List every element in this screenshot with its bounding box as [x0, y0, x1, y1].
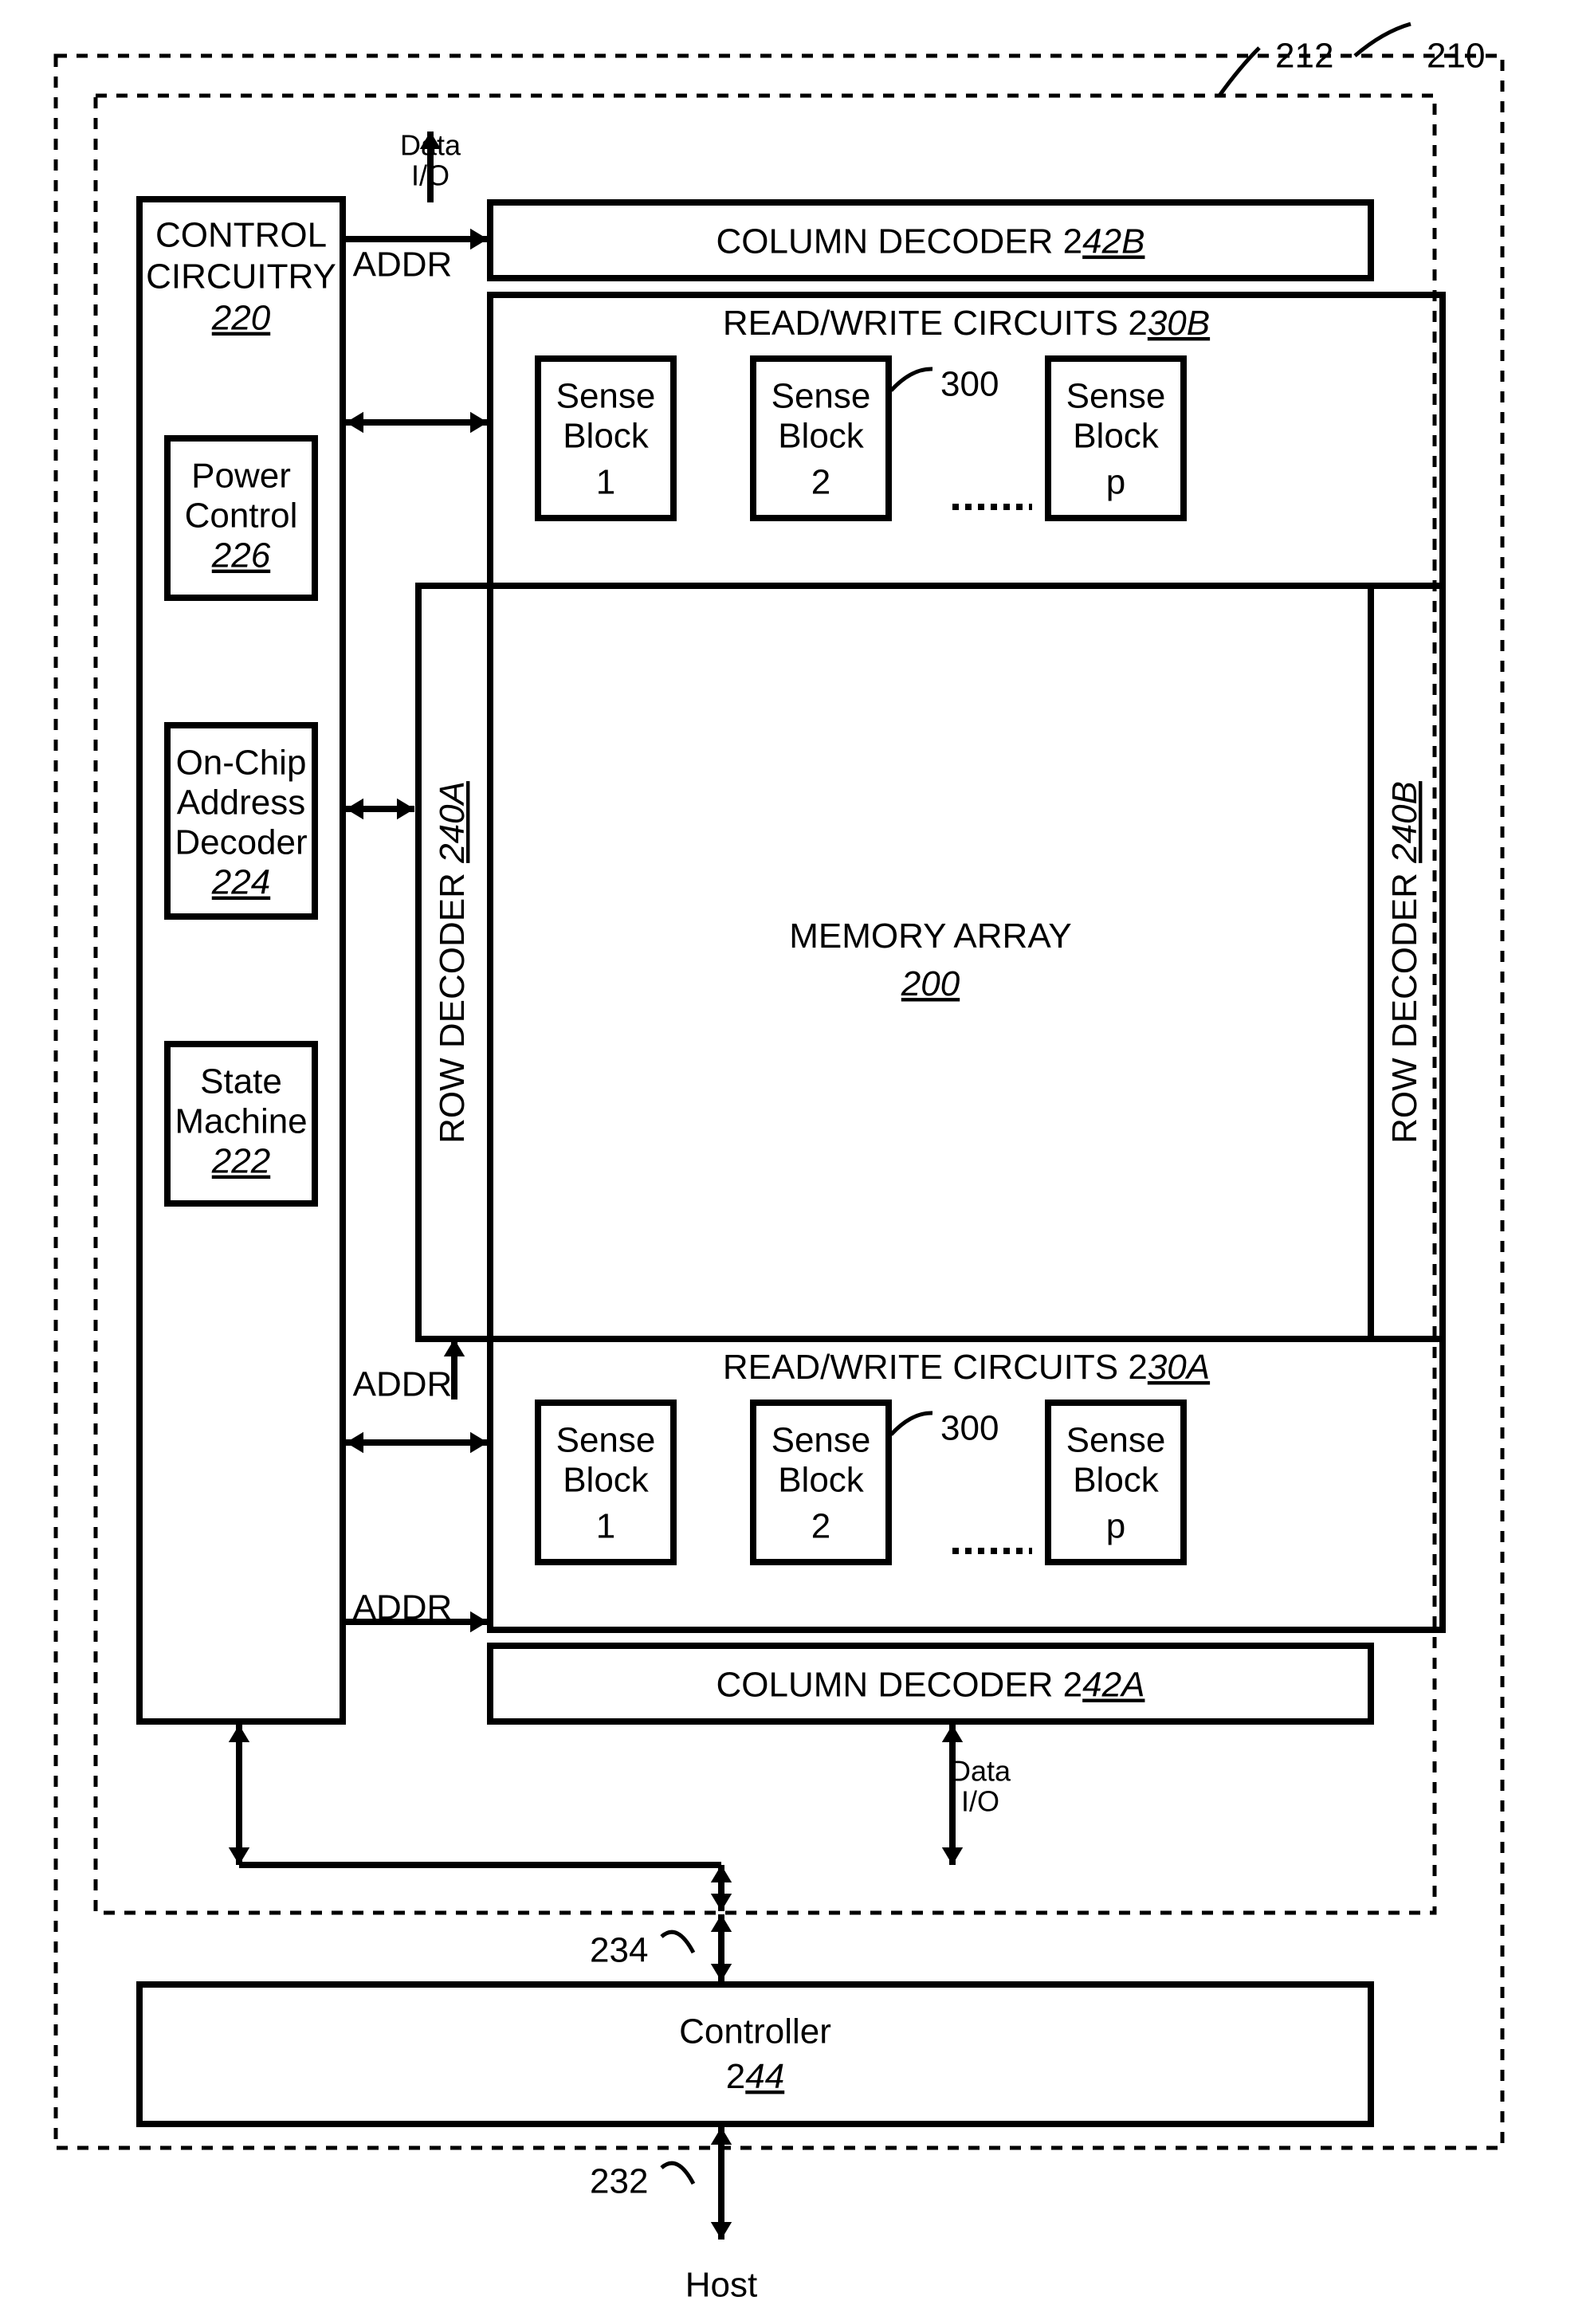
inner-chip-box	[96, 96, 1435, 1913]
svg-text:212: 212	[1275, 37, 1333, 76]
svg-text:Block: Block	[1073, 1461, 1160, 1500]
svg-text:Decoder: Decoder	[175, 823, 307, 862]
svg-text:Power: Power	[191, 457, 291, 496]
svg-text:Sense: Sense	[556, 1421, 656, 1460]
svg-text:COLUMN DECODER 242A: COLUMN DECODER 242A	[717, 1665, 1145, 1704]
control-circuitry-box	[139, 199, 343, 1721]
svg-text:234: 234	[590, 1931, 648, 1970]
svg-text:224: 224	[211, 863, 270, 902]
memory-system-diagram: 212210CONTROLCIRCUITRY220PowerControl226…	[0, 0, 1594, 2324]
svg-text:Block: Block	[563, 417, 650, 456]
svg-text:ADDR: ADDR	[353, 1365, 453, 1404]
svg-text:2: 2	[811, 463, 830, 502]
svg-text:Host: Host	[685, 2266, 757, 2305]
svg-text:Address: Address	[177, 783, 305, 822]
svg-text:I/O: I/O	[961, 1785, 999, 1818]
svg-text:CONTROL: CONTROL	[155, 216, 327, 255]
svg-text:1: 1	[596, 1507, 615, 1546]
svg-text:ADDR: ADDR	[353, 245, 453, 285]
svg-text:Machine: Machine	[175, 1102, 307, 1141]
svg-text:220: 220	[211, 299, 271, 338]
svg-text:Block: Block	[563, 1461, 650, 1500]
svg-text:Sense: Sense	[1066, 1421, 1166, 1460]
svg-text:Controller: Controller	[679, 2012, 831, 2051]
svg-text:210: 210	[1427, 37, 1485, 76]
svg-text:ROW DECODER 240A: ROW DECODER 240A	[433, 781, 472, 1144]
svg-text:Block: Block	[778, 417, 865, 456]
svg-text:On-Chip: On-Chip	[176, 744, 307, 783]
svg-text:ROW DECODER 240B: ROW DECODER 240B	[1385, 781, 1424, 1144]
svg-text:READ/WRITE CIRCUITS 230B: READ/WRITE CIRCUITS 230B	[723, 304, 1210, 343]
svg-text:Sense: Sense	[556, 377, 656, 416]
svg-text:2: 2	[811, 1507, 830, 1546]
svg-text:Sense: Sense	[771, 1421, 871, 1460]
svg-text:1: 1	[596, 463, 615, 502]
svg-text:222: 222	[211, 1142, 270, 1181]
svg-text:COLUMN DECODER 242B: COLUMN DECODER 242B	[717, 222, 1145, 261]
svg-text:Block: Block	[1073, 417, 1160, 456]
svg-text:READ/WRITE CIRCUITS 230A: READ/WRITE CIRCUITS 230A	[723, 1348, 1210, 1387]
memory-array	[490, 586, 1371, 1339]
svg-text:200: 200	[901, 964, 960, 1003]
svg-text:Sense: Sense	[1066, 377, 1166, 416]
svg-text:Sense: Sense	[771, 377, 871, 416]
svg-text:300: 300	[940, 365, 999, 404]
svg-text:Block: Block	[778, 1461, 865, 1500]
svg-text:p: p	[1106, 1507, 1125, 1546]
svg-text:232: 232	[590, 2162, 648, 2201]
svg-text:244: 244	[726, 2057, 784, 2096]
svg-text:MEMORY ARRAY: MEMORY ARRAY	[789, 917, 1072, 956]
svg-text:Data: Data	[950, 1755, 1011, 1788]
svg-text:State: State	[200, 1062, 282, 1101]
svg-text:300: 300	[940, 1409, 999, 1448]
svg-text:CIRCUITRY: CIRCUITRY	[146, 257, 336, 296]
svg-text:226: 226	[211, 536, 271, 575]
controller-box	[139, 1984, 1371, 2124]
svg-text:Control: Control	[185, 497, 298, 536]
svg-text:p: p	[1106, 463, 1125, 502]
